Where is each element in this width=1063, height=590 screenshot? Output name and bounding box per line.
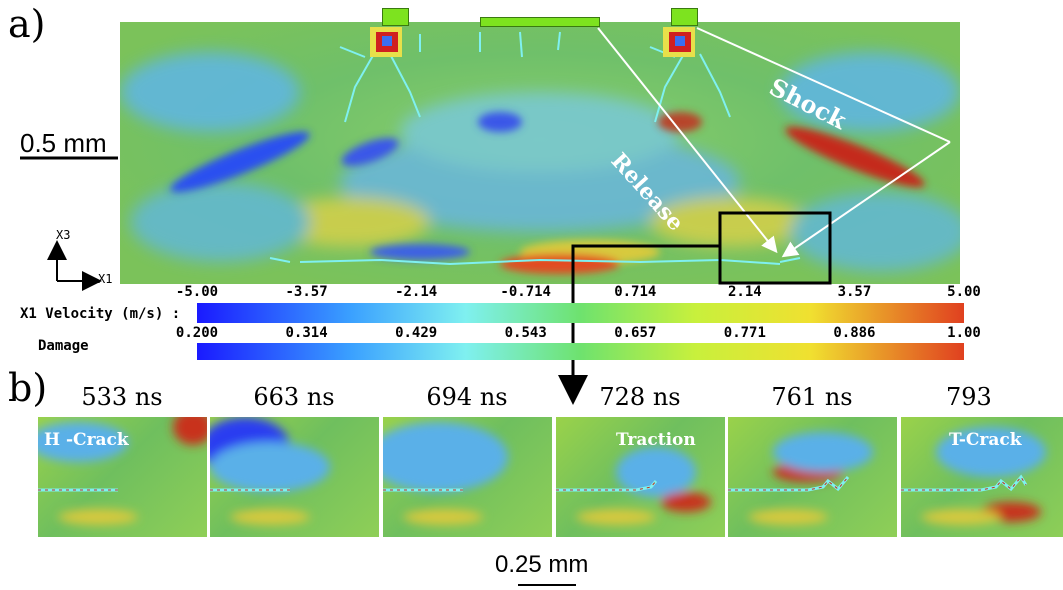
indenter-center: [480, 17, 600, 27]
time-frame: [383, 417, 552, 537]
time-frame: [728, 417, 897, 537]
simulation-field-main: [120, 22, 970, 284]
time-label: 663 ns: [253, 383, 335, 411]
time-label: 694 ns: [426, 383, 508, 411]
velocity-tick: 0.714: [614, 284, 657, 300]
velocity-colorbar: [197, 303, 964, 323]
velocity-tick: 2.14: [727, 284, 762, 300]
panel-b-label: b): [8, 366, 48, 410]
damage-colorbar: [197, 343, 964, 360]
frame-annotation: H -Crack: [44, 430, 129, 450]
velocity-tick: -0.714: [500, 284, 551, 300]
damage-tick: 0.657: [614, 325, 657, 341]
damage-tick: 0.543: [504, 325, 547, 341]
damage-colorbar-title: Damage: [38, 338, 89, 354]
velocity-tick: 5.00: [947, 284, 981, 300]
frame-annotation: Traction: [616, 430, 696, 450]
velocity-tick: -2.14: [395, 284, 438, 300]
velocity-tick: 3.57: [837, 284, 872, 300]
shock-arrow-lower: [781, 141, 951, 258]
damage-zone-right: [663, 27, 695, 57]
time-label: 533 ns: [81, 383, 163, 411]
velocity-tick: -3.57: [285, 284, 328, 300]
x3-axis-label: X3: [56, 228, 71, 242]
time-frame: [210, 417, 379, 537]
damage-tick: 0.429: [395, 325, 438, 341]
damage-tick: 0.771: [723, 325, 766, 341]
velocity-field-map: [120, 22, 970, 284]
panel-a-label: a): [8, 2, 46, 46]
damage-tick: 0.200: [175, 325, 219, 341]
frame-annotation: T-Crack: [949, 430, 1022, 450]
time-frame: [38, 417, 207, 537]
velocity-colorbar-title: X1 Velocity (m/s) :: [20, 306, 181, 322]
scale-label-a: 0.5 mm: [20, 128, 107, 158]
damage-tick: 1.00: [947, 325, 981, 341]
damage-tick: 0.886: [833, 325, 876, 341]
time-frame: [556, 417, 725, 537]
time-frame: [901, 417, 1063, 537]
damage-tick: 0.314: [285, 325, 328, 341]
inset-box: [718, 211, 832, 285]
indenter-left: [382, 8, 409, 26]
velocity-tick: -5.00: [175, 284, 219, 300]
shock-arrow-upper: [696, 27, 951, 143]
damage-zone-left: [370, 27, 402, 57]
indenter-right: [671, 8, 698, 26]
inset-arrow: [558, 244, 720, 405]
time-label: 761 ns: [771, 383, 853, 411]
x1-axis-label: X1: [98, 272, 113, 286]
scale-label-b: 0.25 mm: [495, 551, 589, 578]
time-label: 728 ns: [599, 383, 681, 411]
